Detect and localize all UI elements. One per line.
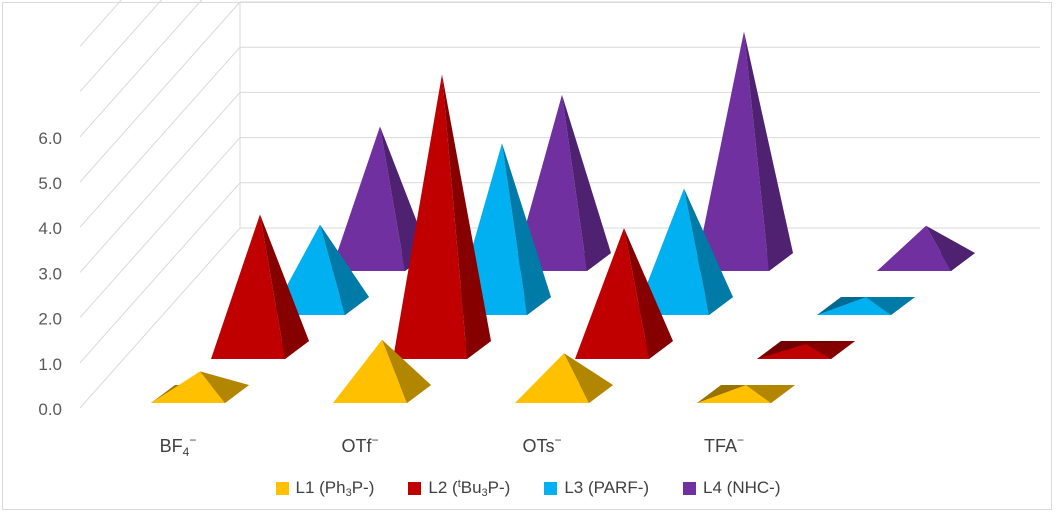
pyramid-side-face: [442, 74, 491, 360]
pyramid-bar: [575, 228, 673, 359]
category-label: OTf−: [341, 433, 378, 456]
pyramid-bar: [695, 31, 793, 271]
x-axis: BF4− OTf− OTs− TFA−: [160, 433, 744, 459]
pyramid-side-face: [684, 188, 733, 315]
pyramid-bar: [757, 341, 855, 359]
pyramid-front-face: [817, 297, 891, 315]
grid-line-wall: [79, 46, 241, 228]
grid-line-wall: [79, 0, 203, 138]
y-tick-label: 5.0: [38, 174, 62, 193]
pyramid-side-face: [562, 94, 611, 271]
pyramid-front-face: [695, 31, 769, 271]
legend-label: L1 (Ph3P-): [295, 478, 375, 499]
pyramid-bar: [515, 353, 613, 403]
pyramid-side-face: [746, 385, 795, 403]
pyramid-side-face: [320, 224, 369, 315]
pyramid-side-face: [502, 143, 551, 315]
pyramid-side-face: [382, 339, 431, 403]
pyramid-side-face: [866, 297, 915, 315]
pyramid-side-face: [564, 353, 613, 403]
legend-item-l4: L4 (NHC-): [683, 478, 781, 498]
grid-line-wall: [79, 227, 241, 409]
pyramid-bar: [877, 225, 975, 271]
y-tick-label: 1.0: [38, 355, 62, 374]
category-label: TFA−: [704, 433, 744, 456]
y-tick-label: 6.0: [38, 129, 62, 148]
pyramid-front-face: [575, 228, 649, 359]
pyramid-front-face: [333, 339, 407, 403]
grid-line-wall: [79, 137, 241, 318]
y-axis: 0.0 1.0 2.0 3.0 4.0 5.0 6.0: [38, 129, 62, 419]
pyramid-bar: [697, 385, 795, 403]
pyramid-front-face: [515, 353, 589, 403]
pyramid-bar: [211, 214, 309, 359]
pyramid-side-face: [926, 225, 975, 271]
pyramid-front-face: [877, 225, 951, 271]
pyramid-side-face: [806, 341, 855, 359]
pyramid-front-face: [331, 126, 405, 272]
pyramid-bar: [151, 371, 249, 403]
category-label: BF4−: [160, 433, 197, 459]
pyramid-side-face: [744, 31, 793, 271]
y-tick-label: 3.0: [38, 264, 62, 283]
legend-swatch: [683, 481, 697, 495]
grid-line-wall: [79, 182, 241, 364]
grid-line-wall: [79, 1, 241, 183]
category-label: OTs−: [522, 433, 561, 456]
pyramid-bar: [393, 74, 491, 360]
pyramid-front-face: [151, 371, 225, 403]
pyramid-bar: [333, 339, 431, 403]
pyramid-front-face: [635, 188, 709, 315]
legend-swatch: [408, 481, 422, 495]
legend-label: L4 (NHC-): [703, 478, 781, 497]
legend: L1 (Ph3P-) L2 (tBu3P-) L3 (PARF-) L4 (NH…: [0, 478, 1056, 499]
chart-marks: [151, 31, 975, 403]
grid-line-wall: [79, 0, 122, 47]
grid-line-wall: [79, 0, 163, 92]
grid-line-wall: [79, 92, 241, 273]
legend-swatch: [544, 481, 558, 495]
legend-swatch: [275, 481, 289, 495]
pyramid-front-face: [513, 94, 587, 271]
pyramid-front-face: [757, 344, 831, 359]
pyramid-front-face: [393, 74, 467, 360]
pyramid-side-face: [200, 371, 249, 403]
y-tick-label: 2.0: [38, 310, 62, 329]
legend-item-l2: L2 (tBu3P-): [408, 478, 511, 499]
pyramid-bar: [817, 297, 915, 315]
legend-item-l1: L1 (Ph3P-): [275, 478, 375, 499]
pyramid-front-face: [211, 214, 285, 359]
legend-item-l3: L3 (PARF-): [544, 478, 649, 498]
y-tick-label: 4.0: [38, 219, 62, 238]
legend-label: L2 (tBu3P-): [428, 478, 511, 499]
legend-label: L3 (PARF-): [564, 478, 650, 497]
pyramid-side-face: [260, 214, 309, 359]
y-tick-label: 0.0: [38, 400, 62, 419]
pyramid-side-face: [624, 228, 673, 359]
pyramid-front-face: [697, 385, 771, 403]
